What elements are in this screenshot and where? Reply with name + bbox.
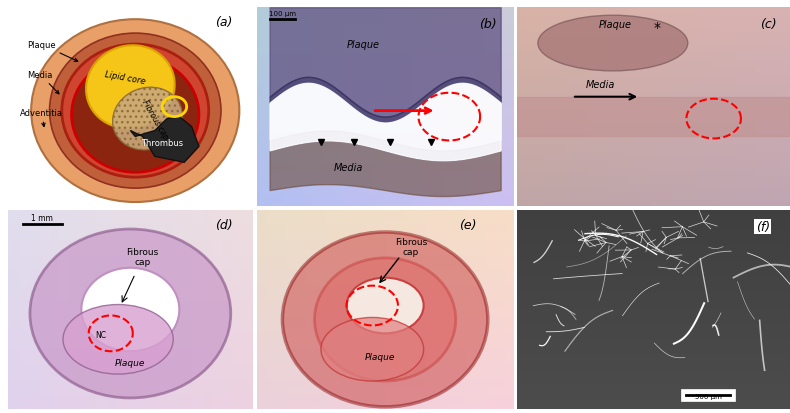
Text: 500 μm: 500 μm <box>694 393 722 399</box>
Ellipse shape <box>81 268 179 351</box>
Ellipse shape <box>62 45 209 178</box>
Ellipse shape <box>50 34 221 189</box>
Text: (e): (e) <box>458 218 476 232</box>
Text: Plaque: Plaque <box>347 40 380 50</box>
Text: Plaque: Plaque <box>600 20 632 30</box>
Text: Plaque: Plaque <box>115 358 145 367</box>
Text: Adventitia: Adventitia <box>21 108 63 127</box>
Ellipse shape <box>113 88 182 151</box>
Ellipse shape <box>321 318 423 381</box>
Text: NC: NC <box>96 330 107 339</box>
Text: Plaque: Plaque <box>365 352 395 361</box>
Ellipse shape <box>63 305 173 374</box>
Text: Thrombus: Thrombus <box>141 139 183 147</box>
Text: Media: Media <box>333 163 363 173</box>
Text: 1 mm: 1 mm <box>32 214 53 223</box>
Text: Media: Media <box>585 80 615 90</box>
Ellipse shape <box>347 278 423 334</box>
Ellipse shape <box>30 230 231 398</box>
Text: Fibrous: Fibrous <box>395 237 427 246</box>
Ellipse shape <box>314 258 456 381</box>
Text: (f): (f) <box>756 221 769 233</box>
Text: Fibrous: Fibrous <box>126 247 159 256</box>
Text: cap: cap <box>403 247 419 256</box>
Ellipse shape <box>86 46 175 129</box>
Ellipse shape <box>538 16 688 72</box>
Ellipse shape <box>31 20 239 202</box>
Polygon shape <box>130 117 199 163</box>
Text: Fibrous cap: Fibrous cap <box>140 98 170 140</box>
Text: (c): (c) <box>760 18 777 31</box>
Text: (d): (d) <box>215 218 232 232</box>
Text: cap: cap <box>134 257 151 266</box>
Text: Lipid core: Lipid core <box>104 70 146 85</box>
Text: (b): (b) <box>479 18 497 31</box>
FancyBboxPatch shape <box>681 389 735 401</box>
Text: *: * <box>654 21 660 35</box>
Text: 100 μm: 100 μm <box>269 11 296 17</box>
Ellipse shape <box>72 58 199 173</box>
Text: (a): (a) <box>215 16 232 29</box>
Text: Plaque: Plaque <box>28 41 77 62</box>
Ellipse shape <box>283 233 488 407</box>
Text: Media: Media <box>28 71 59 95</box>
